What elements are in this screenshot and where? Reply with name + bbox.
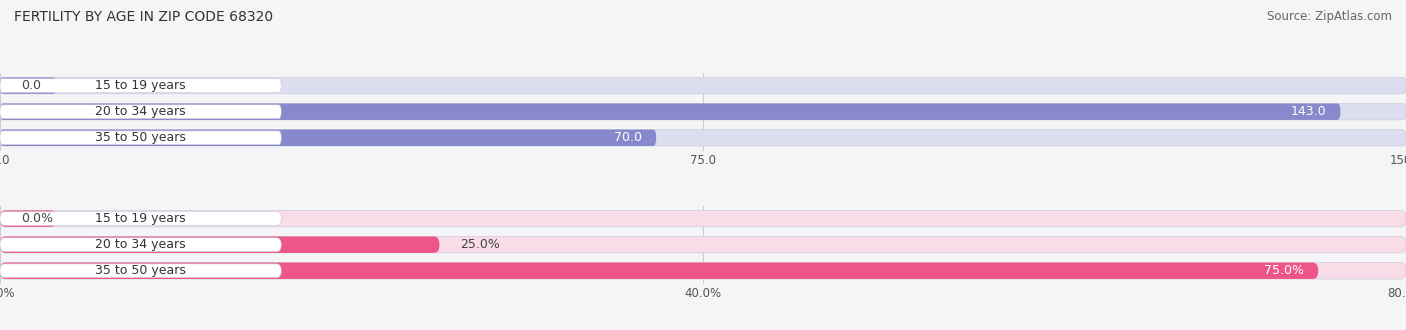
FancyBboxPatch shape xyxy=(0,78,1406,94)
Text: 20 to 34 years: 20 to 34 years xyxy=(96,105,186,118)
Text: 35 to 50 years: 35 to 50 years xyxy=(96,131,186,144)
FancyBboxPatch shape xyxy=(0,105,281,118)
Text: 0.0%: 0.0% xyxy=(21,212,53,225)
Text: FERTILITY BY AGE IN ZIP CODE 68320: FERTILITY BY AGE IN ZIP CODE 68320 xyxy=(14,10,273,24)
FancyBboxPatch shape xyxy=(0,130,657,146)
Text: 15 to 19 years: 15 to 19 years xyxy=(96,212,186,225)
FancyBboxPatch shape xyxy=(0,78,56,94)
Text: Source: ZipAtlas.com: Source: ZipAtlas.com xyxy=(1267,10,1392,23)
Text: 20 to 34 years: 20 to 34 years xyxy=(96,238,186,251)
FancyBboxPatch shape xyxy=(0,104,1340,120)
FancyBboxPatch shape xyxy=(0,237,440,253)
FancyBboxPatch shape xyxy=(0,130,1406,146)
FancyBboxPatch shape xyxy=(0,263,1406,279)
Text: 25.0%: 25.0% xyxy=(461,238,501,251)
Text: 0.0: 0.0 xyxy=(21,79,41,92)
FancyBboxPatch shape xyxy=(0,238,281,251)
FancyBboxPatch shape xyxy=(0,79,281,92)
FancyBboxPatch shape xyxy=(0,212,281,225)
Text: 143.0: 143.0 xyxy=(1291,105,1326,118)
Text: 75.0%: 75.0% xyxy=(1264,264,1305,277)
FancyBboxPatch shape xyxy=(0,211,1406,227)
Text: 15 to 19 years: 15 to 19 years xyxy=(96,79,186,92)
FancyBboxPatch shape xyxy=(0,237,1406,253)
FancyBboxPatch shape xyxy=(0,263,1319,279)
FancyBboxPatch shape xyxy=(0,104,1406,120)
FancyBboxPatch shape xyxy=(0,211,56,227)
Text: 70.0: 70.0 xyxy=(614,131,643,144)
FancyBboxPatch shape xyxy=(0,131,281,145)
Text: 35 to 50 years: 35 to 50 years xyxy=(96,264,186,277)
FancyBboxPatch shape xyxy=(0,264,281,278)
